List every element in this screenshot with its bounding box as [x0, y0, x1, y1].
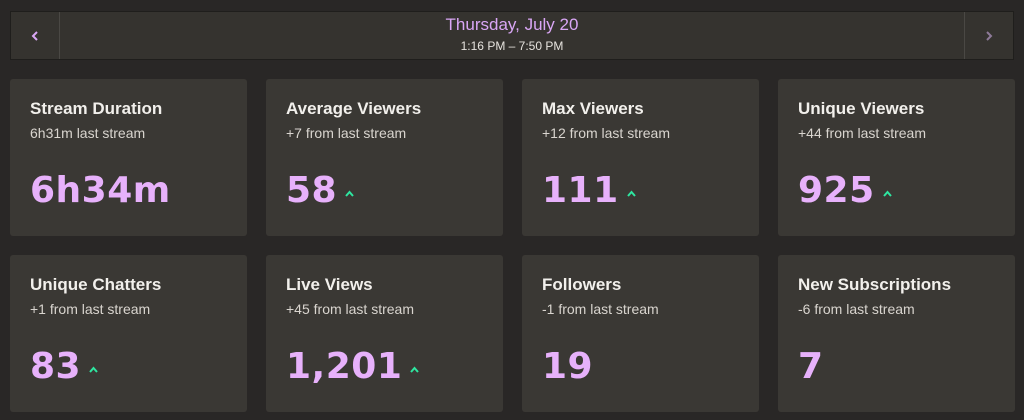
stat-card-unique-viewers: Unique Viewers +44 from last stream 925 [778, 79, 1015, 236]
card-comparison: +1 from last stream [30, 301, 151, 317]
stream-time-range: 1:16 PM – 7:50 PM [460, 39, 564, 53]
stat-card-average-viewers: Average Viewers +7 from last stream 58 [266, 79, 503, 236]
card-value: 111 [542, 169, 619, 211]
card-title: Stream Duration [30, 99, 163, 118]
chevron-right-icon [986, 30, 993, 41]
trend-up-icon [89, 365, 98, 373]
card-comparison: +45 from last stream [286, 301, 414, 317]
stat-card-unique-chatters: Unique Chatters +1 from last stream 83 [10, 255, 247, 412]
date-navigator: Thursday, July 20 1:16 PM – 7:50 PM [10, 11, 1014, 60]
stat-card-new-subscriptions: New Subscriptions -6 from last stream 7 [778, 255, 1015, 412]
card-value: 58 [286, 169, 338, 211]
trend-up-icon [626, 189, 636, 197]
stat-card-followers: Followers -1 from last stream 19 [522, 255, 759, 412]
stat-card-max-viewers: Max Viewers +12 from last stream 111 [522, 79, 759, 236]
card-value: 925 [798, 169, 875, 211]
card-comparison: +12 from last stream [542, 125, 670, 141]
chevron-left-icon [31, 30, 38, 41]
date-display: Thursday, July 20 1:16 PM – 7:50 PM [59, 12, 965, 59]
card-title: Unique Chatters [30, 275, 162, 294]
card-value: 6h34m [30, 169, 171, 211]
card-title: Live Views [286, 275, 373, 294]
next-stream-button[interactable] [964, 12, 1013, 59]
card-value: 83 [30, 345, 82, 387]
card-comparison: -6 from last stream [798, 301, 915, 317]
card-title: Unique Viewers [798, 99, 925, 118]
card-title: Average Viewers [286, 99, 422, 118]
card-comparison: +7 from last stream [286, 125, 407, 141]
previous-stream-button[interactable] [11, 12, 60, 59]
trend-up-icon [410, 365, 420, 373]
card-title: New Subscriptions [798, 275, 952, 294]
trend-up-icon [345, 189, 354, 197]
card-value: 1,201 [286, 345, 403, 387]
card-comparison: 6h31m last stream [30, 125, 146, 141]
card-value: 7 [798, 345, 824, 387]
stat-card-stream-duration: Stream Duration 6h31m last stream 6h34m [10, 79, 247, 236]
trend-up-icon [882, 189, 892, 197]
card-value: 19 [542, 345, 594, 387]
stream-date: Thursday, July 20 [445, 15, 579, 34]
card-title: Followers [542, 275, 622, 294]
card-comparison: +44 from last stream [798, 125, 926, 141]
card-title: Max Viewers [542, 99, 644, 118]
stat-card-live-views: Live Views +45 from last stream 1,201 [266, 255, 503, 412]
card-comparison: -1 from last stream [542, 301, 659, 317]
